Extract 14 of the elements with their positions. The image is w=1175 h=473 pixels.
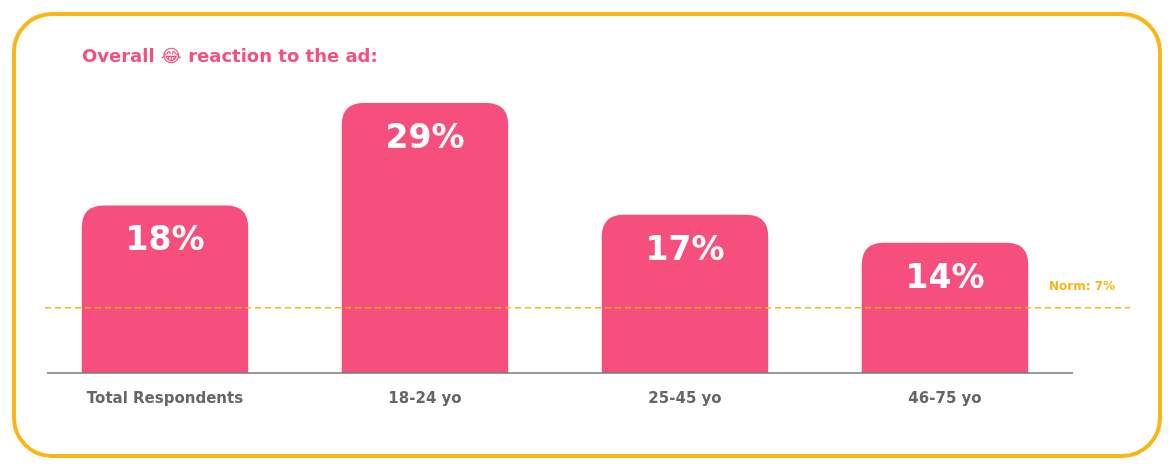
data-label: 14% (905, 256, 985, 296)
x-tick-label: 18-24 yo (388, 389, 462, 407)
bar (601, 214, 769, 373)
x-tick-label: 46-75 yo (908, 389, 982, 407)
chart-title: Overall 😂 reaction to the ad: (82, 45, 378, 66)
data-label: 18% (125, 219, 205, 259)
bar (81, 205, 249, 373)
x-tick-label: Total Respondents (86, 389, 244, 407)
data-label: 17% (645, 228, 725, 268)
bar (341, 103, 509, 373)
data-label: 29% (385, 117, 465, 156)
x-tick-label: 25-45 yo (648, 389, 722, 407)
ref-line-label: Norm: 7% (1048, 278, 1116, 293)
bar (861, 242, 1029, 373)
